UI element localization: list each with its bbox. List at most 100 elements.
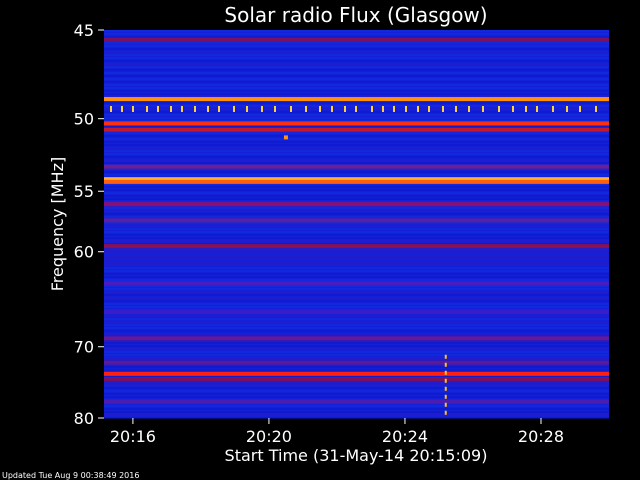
spike-mark — [331, 105, 333, 112]
noise-streak — [104, 147, 609, 149]
noise-streak — [104, 36, 609, 38]
noise-streak — [104, 369, 609, 371]
noise-streak — [104, 156, 609, 158]
noise-streak — [104, 273, 609, 275]
burst-mark — [444, 402, 447, 407]
noise-streak — [104, 291, 609, 293]
updated-timestamp: Updated Tue Aug 9 00:38:49 2016 — [2, 471, 139, 480]
spike-mark — [393, 105, 395, 112]
spike-mark — [261, 105, 263, 112]
noise-streak — [104, 183, 609, 185]
noise-streak — [104, 210, 609, 212]
noise-streak — [104, 87, 609, 89]
spike-mark — [121, 105, 123, 112]
noise-streak — [104, 345, 609, 347]
spike-mark — [579, 105, 581, 112]
noise-streak — [104, 303, 609, 305]
y-axis-ticks: 45 50 55 60 70 80 — [74, 21, 104, 428]
noise-streak — [104, 237, 609, 239]
spike-mark — [218, 105, 220, 112]
spike-mark — [355, 105, 357, 112]
noise-streak — [104, 327, 609, 329]
frequency-band — [104, 360, 609, 365]
noise-streak — [104, 315, 609, 317]
x-tick-label: 20:20 — [246, 427, 292, 446]
frequency-band — [104, 121, 609, 126]
spike-mark — [157, 105, 159, 112]
noise-streak — [104, 90, 609, 92]
frequency-band — [104, 281, 609, 286]
noise-streak — [104, 231, 609, 233]
noise-streak — [104, 54, 609, 56]
noise-streak — [104, 309, 609, 311]
spike-mark — [595, 105, 597, 112]
noise-streak — [104, 102, 609, 104]
spike-mark — [274, 105, 276, 112]
spike-mark — [170, 105, 172, 112]
noise-streak — [104, 261, 609, 263]
noise-streak — [104, 381, 609, 383]
spike-mark — [146, 105, 148, 112]
spike-mark — [428, 105, 430, 112]
frequency-band — [104, 371, 609, 376]
noise-streak — [104, 66, 609, 68]
noise-streak — [104, 57, 609, 59]
noise-streak — [104, 285, 609, 287]
spike-mark — [344, 105, 346, 112]
noise-streak — [104, 150, 609, 152]
noise-streak — [104, 276, 609, 278]
spike-mark — [455, 105, 457, 112]
noise-streak — [104, 162, 609, 164]
interference-spikes — [110, 105, 597, 112]
event-dot — [283, 135, 288, 140]
noise-streak — [104, 348, 609, 350]
spike-mark — [498, 105, 500, 112]
noise-streak — [104, 351, 609, 353]
spike-mark — [194, 105, 196, 112]
noise-streak — [104, 93, 609, 95]
spike-mark — [552, 105, 554, 112]
noise-streak — [104, 51, 609, 53]
noise-streak — [104, 198, 609, 200]
noise-streak — [104, 324, 609, 326]
y-tick-label: 50 — [74, 110, 94, 129]
noise-streak — [104, 117, 609, 119]
noise-streak — [104, 396, 609, 398]
noise-streak — [104, 48, 609, 50]
noise-streak — [104, 318, 609, 320]
noise-streak — [104, 243, 609, 245]
spike-mark — [181, 105, 183, 112]
spike-mark — [405, 105, 407, 112]
noise-streak — [104, 414, 609, 416]
spike-mark — [132, 105, 134, 112]
spike-mark — [482, 105, 484, 112]
frequency-bands — [104, 37, 609, 404]
frequency-band — [104, 202, 609, 207]
noise-streak — [104, 357, 609, 359]
noise-streak — [104, 387, 609, 389]
noise-streak — [104, 375, 609, 377]
spike-mark — [246, 105, 248, 112]
radio-events — [283, 135, 447, 415]
burst-mark — [444, 370, 447, 375]
noise-streak — [104, 249, 609, 251]
noise-streak — [104, 270, 609, 272]
noise-streak — [104, 279, 609, 281]
y-tick-label: 80 — [74, 409, 94, 428]
spike-mark — [442, 105, 444, 112]
noise-streak — [104, 126, 609, 128]
noise-streak — [104, 207, 609, 209]
noise-streak — [104, 201, 609, 203]
noise-streak — [104, 228, 609, 230]
burst-mark — [444, 378, 447, 383]
noise-streak — [104, 186, 609, 188]
x-axis-ticks: 20:16 20:20 20:24 20:28 — [110, 418, 564, 446]
frequency-band — [104, 97, 609, 102]
frequency-band — [104, 177, 609, 182]
x-tick-label: 20:28 — [518, 427, 564, 446]
noise-streak — [104, 96, 609, 98]
noise-streak — [104, 417, 609, 419]
burst-mark — [444, 394, 447, 399]
noise-streak — [104, 390, 609, 392]
noise-streak — [104, 159, 609, 161]
